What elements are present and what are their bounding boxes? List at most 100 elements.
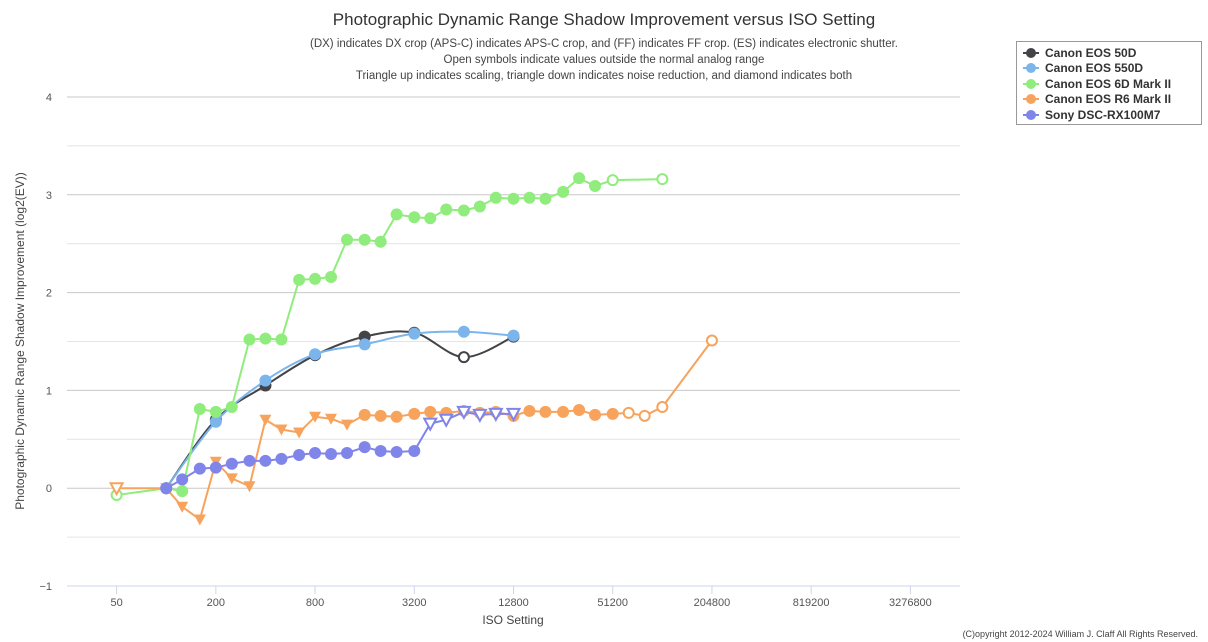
x-axis: 50 200 800 3200 12800 51200 204800 819200 327680… [67, 585, 960, 609]
data-point [523, 404, 536, 417]
data-point [606, 407, 619, 420]
data-point [259, 332, 272, 345]
legend-item-canon-r6-mark-ii[interactable]: Canon EOS R6 Mark II [1023, 92, 1201, 108]
data-point [507, 329, 520, 342]
data-point [539, 405, 552, 418]
triangle-down-point [193, 514, 206, 526]
x-tick-label: 819200 [793, 597, 830, 609]
data-point [557, 405, 570, 418]
data-point [275, 452, 288, 465]
chart-subtitle-2: Open symbols indicate values outside the… [444, 54, 765, 66]
data-point [489, 191, 502, 204]
data-point [309, 348, 322, 361]
chart-title: Photographic Dynamic Range Shadow Improv… [333, 10, 875, 29]
legend-marker-icon [1023, 63, 1039, 74]
series-sony-dsc-rx100m7 [160, 405, 522, 495]
chart-subtitle-3: Triangle up indicates scaling, triangle … [356, 70, 852, 82]
x-tick-label: 3200 [402, 597, 426, 609]
series-line [116, 176, 663, 497]
data-point [573, 172, 586, 185]
chart-subtitle-1: (DX) indicates DX crop (APS-C) indicates… [310, 38, 898, 50]
legend-label: Canon EOS R6 Mark II [1045, 92, 1172, 107]
x-tick-label: 3276800 [889, 597, 932, 609]
legend-label: Canon EOS 6D Mark II [1045, 76, 1172, 91]
data-point [358, 338, 371, 351]
x-tick-label: 12800 [498, 597, 529, 609]
x-tick-label: 800 [306, 597, 324, 609]
data-point [275, 333, 288, 346]
x-tick-label: 204800 [694, 597, 731, 609]
open-circle-point [705, 334, 718, 347]
data-point [457, 325, 470, 338]
data-point [358, 233, 371, 246]
legend-item-canon-50d[interactable]: Canon EOS 50D [1023, 45, 1201, 61]
open-triangle-down-point [472, 408, 488, 423]
data-point [176, 473, 189, 486]
series-canon-eos-550d [160, 325, 520, 495]
data-point [225, 401, 238, 414]
open-circle-point [638, 409, 651, 422]
legend-item-sony-rx100m7[interactable]: Sony DSC-RX100M7 [1023, 107, 1201, 123]
data-point [340, 233, 353, 246]
legend-item-canon-550d[interactable]: Canon EOS 550D [1023, 61, 1201, 77]
data-point [160, 482, 173, 495]
copyright: (C)opyright 2012-2024 William J. Claff A… [962, 629, 1198, 639]
open-circle-point [606, 174, 619, 187]
y-tick-label: 3 [46, 190, 52, 202]
x-tick-label: 50 [110, 597, 122, 609]
open-circle-point [656, 173, 669, 186]
data-point [408, 211, 421, 224]
triangle-down-point [275, 424, 288, 436]
y-tick-label: 2 [46, 288, 52, 300]
data-point [225, 457, 238, 470]
y-axis: −1 0 1 2 3 4 [39, 92, 52, 593]
data-point [424, 212, 437, 225]
data-point [589, 408, 602, 421]
data-point [325, 270, 338, 283]
triangle-down-point [309, 411, 322, 423]
triangle-down-point [340, 419, 353, 431]
triangle-down-point [176, 501, 189, 513]
open-circle-point [457, 351, 470, 364]
open-circle-point [656, 401, 669, 414]
data-point [309, 272, 322, 285]
y-tick-label: 1 [46, 385, 52, 397]
data-point [358, 441, 371, 454]
x-tick-label: 51200 [597, 597, 628, 609]
data-point [573, 403, 586, 416]
y-tick-label: 4 [46, 92, 52, 104]
data-point [374, 235, 387, 248]
series-canon-eos-r6-mark-ii [108, 334, 718, 526]
open-circle-point [622, 406, 635, 419]
data-point [259, 374, 272, 387]
data-point [374, 445, 387, 458]
data-point [243, 333, 256, 346]
data-point [374, 409, 387, 422]
triangle-down-point [243, 481, 256, 493]
data-point [523, 191, 536, 204]
data-point [507, 192, 520, 205]
data-point [358, 408, 371, 421]
open-triangle-down-point [456, 405, 472, 421]
data-point [209, 405, 222, 418]
legend-label: Canon EOS 50D [1045, 45, 1137, 60]
data-point [408, 445, 421, 458]
legend-item-canon-6d-mark-ii[interactable]: Canon EOS 6D Mark II [1023, 76, 1201, 92]
data-point [209, 461, 222, 474]
grid [67, 96, 960, 587]
data-point [325, 447, 338, 460]
y-axis-label: Photographic Dynamic Range Shadow Improv… [13, 172, 27, 510]
data-point [259, 454, 272, 467]
data-point [390, 446, 403, 459]
data-point [193, 402, 206, 415]
data-point [243, 454, 256, 467]
series-line [165, 410, 514, 490]
legend-label: Sony DSC-RX100M7 [1045, 107, 1161, 122]
triangle-down-point [325, 413, 338, 425]
data-point [390, 208, 403, 221]
data-point [408, 407, 421, 420]
data-point [390, 410, 403, 423]
x-tick-label: 200 [207, 597, 225, 609]
data-point [408, 327, 421, 340]
